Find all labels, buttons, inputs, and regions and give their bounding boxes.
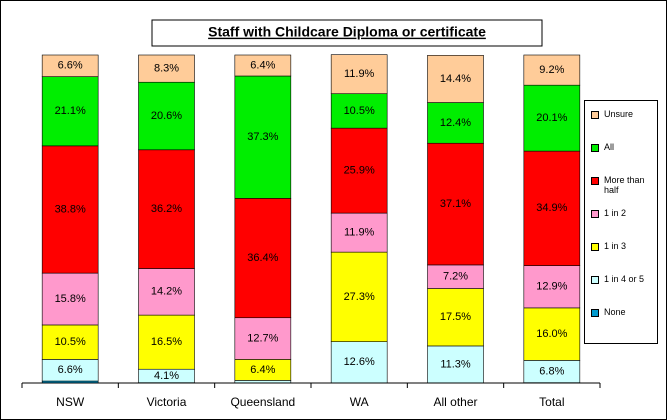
data-label: 14.4%: [440, 73, 471, 85]
x-tick-label: NSW: [56, 395, 85, 409]
data-label: 6.8%: [539, 365, 564, 377]
data-label: 11.9%: [344, 227, 375, 239]
bar-segment: [427, 55, 484, 103]
bar-segment: [523, 54, 581, 86]
bar-segment: [427, 288, 484, 347]
legend-swatch: [591, 111, 599, 119]
data-label: 37.1%: [440, 198, 471, 210]
bar-segment: [234, 75, 292, 199]
data-label: 27.3%: [344, 291, 375, 303]
x-tick-label: Total: [539, 395, 564, 409]
legend-item: None: [591, 307, 653, 340]
bar-segment: [41, 145, 99, 274]
title-box: [151, 19, 543, 47]
legend-swatch: [591, 309, 599, 317]
legend-item: Unsure: [591, 109, 653, 142]
bar-segment: [330, 54, 388, 95]
bar-segment: [523, 265, 581, 309]
data-label: 7.2%: [443, 271, 468, 283]
legend-label: Unsure: [604, 109, 634, 119]
bar-segment: [234, 198, 292, 319]
data-label: 25.9%: [344, 165, 375, 177]
data-label: 20.1%: [536, 112, 567, 124]
bar-segment: [427, 142, 484, 266]
data-label: 16.0%: [536, 328, 567, 340]
data-label: 11.3%: [440, 358, 471, 370]
legend-label: None: [604, 307, 626, 317]
legend-label: 1 in 4 or 5: [604, 274, 645, 284]
bar-segment: [138, 54, 195, 83]
legend: Unsure All More than half 1 in 2 1 in 3 1 in …: [584, 100, 658, 344]
legend-label: 1 in 2: [604, 208, 627, 218]
bar-segment: [41, 272, 99, 326]
legend-item: More than half: [591, 175, 653, 208]
legend-swatch: [591, 144, 599, 152]
data-label: 6.4%: [250, 364, 275, 376]
bar-segment: [41, 54, 99, 77]
bar-segment: [234, 317, 292, 360]
legend-item: 1 in 2: [591, 208, 653, 241]
data-label: 12.9%: [536, 281, 567, 293]
bar-segment: [330, 251, 388, 342]
legend-item: 1 in 3: [591, 241, 653, 274]
legend-swatch: [591, 210, 599, 218]
data-label: 12.6%: [344, 356, 375, 368]
legend-item: All: [591, 142, 653, 175]
data-label: 9.2%: [539, 64, 564, 76]
legend-swatch: [591, 276, 599, 284]
data-label: 4.1%: [154, 370, 179, 382]
bar-segment: [427, 102, 484, 144]
data-label: 17.5%: [440, 311, 471, 323]
data-label: 6.6%: [58, 364, 83, 376]
legend-label: 1 in 3: [604, 241, 627, 251]
data-label: 16.5%: [151, 336, 182, 348]
data-label: 20.6%: [151, 110, 182, 122]
data-label: 37.3%: [247, 131, 278, 143]
bar-segment: [427, 345, 484, 384]
legend-swatch: [591, 243, 599, 251]
data-label: 12.7%: [247, 332, 278, 344]
bar-segment: [138, 268, 195, 316]
x-tick-label: Victoria: [147, 395, 187, 409]
data-label: 36.4%: [247, 252, 278, 264]
data-label: 38.8%: [55, 203, 86, 215]
bar-segment: [330, 212, 388, 253]
data-label: 10.5%: [344, 105, 375, 117]
data-label: 8.3%: [154, 63, 179, 75]
data-label: 14.2%: [151, 286, 182, 298]
bar-segment: [523, 307, 581, 361]
legend-label: More than half: [604, 175, 645, 195]
data-label: 6.6%: [58, 60, 83, 72]
bar-segment: [138, 314, 195, 370]
bar-segment: [330, 93, 388, 129]
data-label: 6.4%: [250, 59, 275, 71]
data-label: 34.9%: [536, 202, 567, 214]
bar-segment: [138, 81, 195, 151]
legend-item: 1 in 4 or 5: [591, 274, 653, 307]
bar-segment: [41, 76, 99, 147]
data-label: 36.2%: [151, 203, 182, 215]
data-label: 21.1%: [55, 105, 86, 117]
chart-title: Staff with Childcare Diploma or certific…: [208, 24, 486, 40]
bar-segment: [330, 127, 388, 214]
x-tick-label: Queensland: [230, 395, 295, 409]
bar-segment: [234, 54, 292, 77]
legend-swatch: [591, 177, 599, 185]
x-tick-label: All other: [433, 395, 477, 409]
x-tick-label: WA: [350, 395, 369, 409]
data-label: 15.8%: [55, 293, 86, 305]
bar-segment: [523, 84, 581, 152]
legend-label: All: [604, 142, 615, 152]
bar-segment: [330, 341, 388, 384]
bar-segment: [41, 324, 99, 360]
bar-segment: [138, 149, 195, 269]
data-label: 12.4%: [440, 117, 471, 129]
data-label: 11.9%: [344, 68, 375, 80]
data-label: 10.5%: [55, 336, 86, 348]
